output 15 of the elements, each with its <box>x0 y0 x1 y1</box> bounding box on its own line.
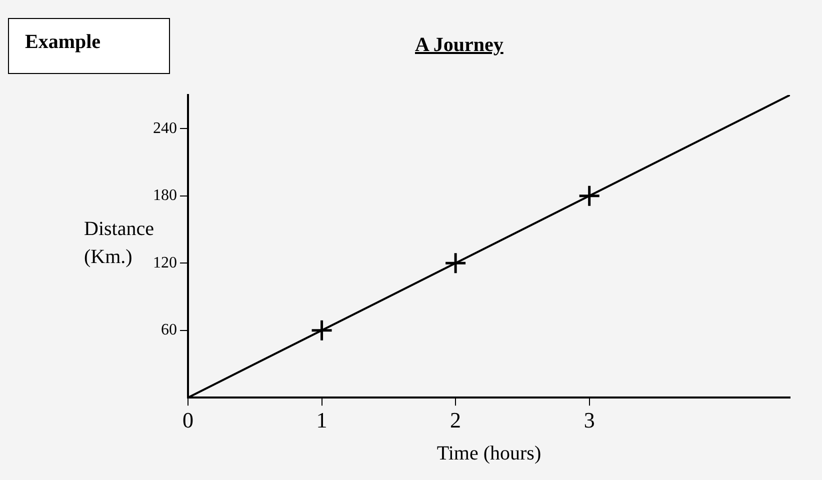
x-tick-label: 1 <box>316 408 328 433</box>
x-tick-label: 3 <box>584 408 595 433</box>
text: Example <box>8 18 170 74</box>
point <box>310 319 334 342</box>
point <box>578 184 601 208</box>
y-tick-label: 120 <box>153 254 177 272</box>
point <box>444 252 467 274</box>
x-axis-title: Time (hours) <box>436 442 542 464</box>
y-tick-label: 60 <box>161 322 177 339</box>
x-tick-label: 0 <box>182 408 194 433</box>
y-tick-label: 180 <box>153 187 177 204</box>
y-tick-label: 240 <box>153 120 177 137</box>
chart-title: A Journey <box>415 34 504 57</box>
y-axis-title: Distance (Km.) <box>84 218 154 268</box>
x-tick-label: 2 <box>450 408 462 433</box>
